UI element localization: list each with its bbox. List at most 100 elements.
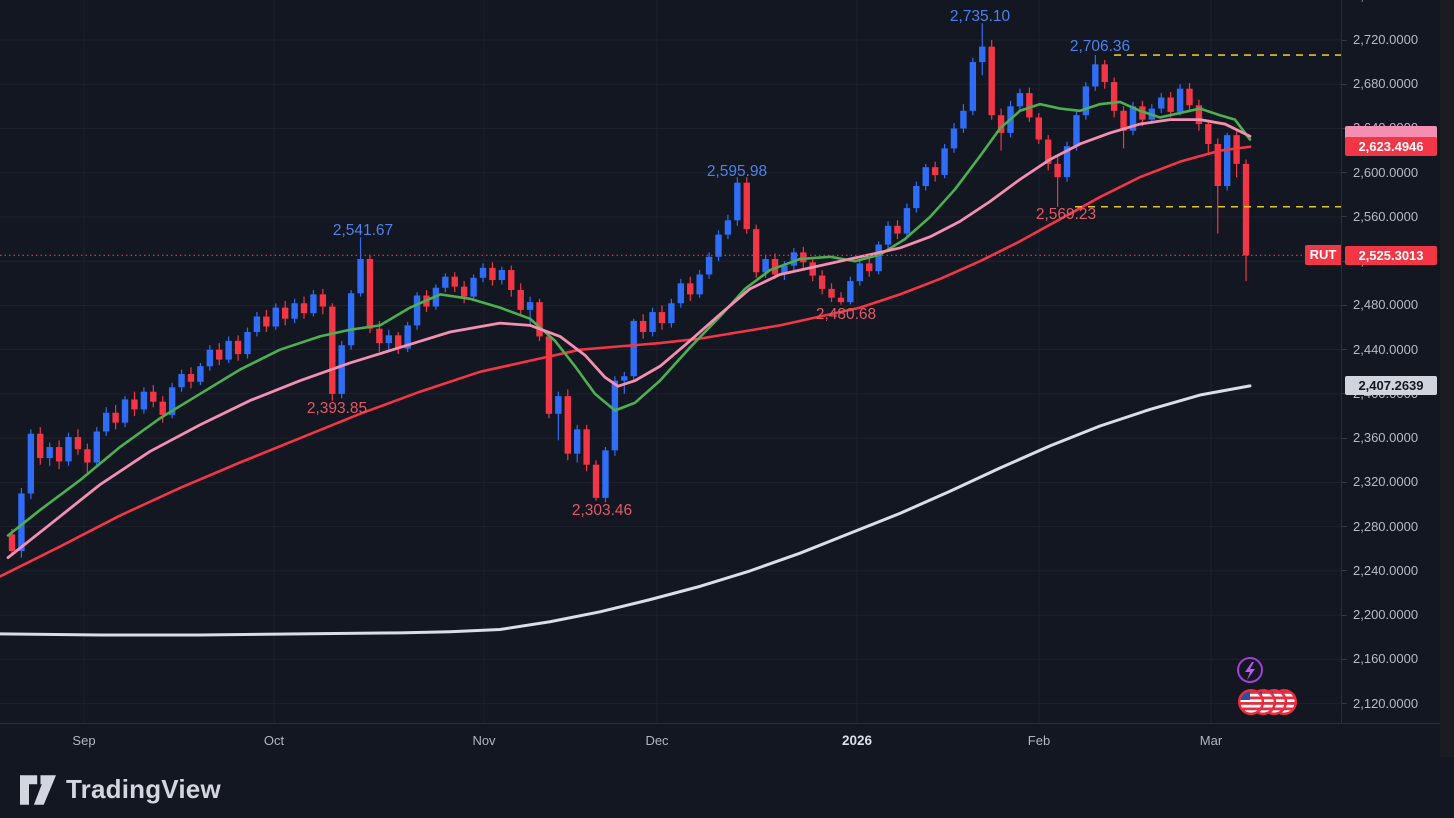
candle-body: [583, 429, 590, 465]
swing-label: 2,595.98: [707, 163, 767, 180]
candle-body: [1195, 105, 1203, 125]
last-price-badge: 2,525.3013: [1345, 245, 1437, 265]
candle-body: [960, 110, 967, 129]
candle-body: [329, 306, 336, 394]
economic-event-icon[interactable]: [1237, 657, 1263, 683]
candle-body: [197, 366, 204, 382]
candle-body: [668, 303, 675, 324]
ma-red: [0, 145, 1252, 578]
candle-body: [508, 270, 515, 290]
price-axis-label: 2,280.0000: [1353, 518, 1419, 534]
candle-body: [818, 275, 826, 289]
price-axis-label: 2,600.0000: [1353, 164, 1419, 180]
candle-body: [376, 328, 383, 344]
candle-body: [979, 46, 986, 63]
time-axis-label-dec: Dec: [645, 733, 669, 748]
candle-body: [178, 374, 185, 388]
candle-body: [771, 258, 779, 275]
candle-body: [941, 148, 948, 175]
time-axis-label-2026: 2026: [841, 733, 873, 748]
candle-body: [112, 412, 119, 423]
candle-body: [65, 437, 72, 462]
price-axis-label: 2,560.0000: [1353, 208, 1419, 224]
price-axis-label: 2,360.0000: [1353, 430, 1419, 446]
candle-body: [630, 320, 637, 377]
candle-body: [479, 267, 487, 278]
candle-body: [489, 267, 496, 281]
candle-body: [743, 182, 750, 230]
candle-body: [1063, 146, 1071, 178]
candle-body: [536, 302, 543, 337]
candle-body: [602, 450, 609, 498]
us-flag-event-icon[interactable]: [1237, 689, 1265, 716]
axis-tick: [1342, 39, 1347, 41]
candle-body: [357, 258, 364, 294]
price-axis-label: 2,440.0000: [1353, 341, 1419, 357]
candle-body: [1120, 110, 1127, 131]
price-chart[interactable]: 2,735.10 2,706.36 2,595.98 2,541.67 2,569.23…: [0, 0, 1341, 723]
candle-body: [545, 336, 553, 414]
price-axis-label: 2,680.0000: [1353, 76, 1419, 92]
lightning-icon: [1245, 662, 1255, 680]
price-axis-label: 2,320.0000: [1353, 474, 1419, 490]
candle-body: [734, 182, 741, 221]
candle-body: [281, 307, 289, 319]
axis-tick: [1342, 260, 1347, 262]
candle-body: [922, 167, 929, 186]
swing-label: 2,480.68: [816, 306, 876, 323]
candle-body: [291, 303, 298, 319]
candle-body: [555, 396, 562, 414]
candle-body: [131, 399, 138, 410]
swing-label: 2,393.85: [307, 400, 367, 417]
ma-pink: [6, 118, 1252, 560]
candle-body: [1139, 106, 1146, 120]
candle-body: [347, 293, 355, 346]
candle-body: [103, 412, 110, 432]
candle-body: [574, 429, 581, 454]
price-axis[interactable]: 2,760.00002,720.00002,680.00002,640.0000…: [1341, 0, 1440, 757]
candle-body: [18, 493, 25, 551]
candle-body: [1223, 135, 1231, 186]
candle-body: [866, 263, 873, 272]
candle-body: [395, 335, 402, 349]
candle-body: [206, 349, 214, 367]
candle-body: [121, 399, 129, 423]
candle-body: [1158, 97, 1165, 109]
candle-body: [781, 265, 788, 275]
candle-body: [1167, 97, 1174, 112]
candle-body: [988, 46, 995, 116]
candle-body: [385, 335, 392, 344]
candle-body: [658, 312, 666, 324]
swing-label: 2,569.23: [1036, 206, 1096, 223]
event-markers[interactable]: [1225, 648, 1345, 728]
candle-body: [498, 270, 506, 281]
axis-tick: [1342, 658, 1347, 660]
axis-tick: [1342, 83, 1347, 85]
candle-body: [244, 331, 251, 355]
candle-body: [903, 208, 911, 234]
candle-body: [1082, 86, 1090, 116]
time-axis-label-sep: Sep: [72, 733, 96, 748]
tradingview-logo-icon: [20, 774, 56, 805]
price-axis-label: 2,200.0000: [1353, 607, 1419, 623]
candle-body: [969, 62, 977, 111]
candle-body: [300, 303, 308, 314]
candle-body: [470, 277, 477, 297]
chart-plot-area[interactable]: 2,735.10 2,706.36 2,595.98 2,541.67 2,569.23…: [0, 0, 1341, 723]
candle-body: [460, 286, 468, 297]
swing-label: 2,735.10: [950, 8, 1011, 25]
candle-body: [319, 294, 327, 307]
candle-body: [1054, 163, 1061, 178]
candle-body: [338, 345, 345, 394]
candle-body: [1129, 106, 1137, 131]
tradingview-logo[interactable]: TradingView: [20, 774, 221, 805]
right-edge-gutter: [1440, 0, 1454, 757]
axis-tick: [1342, 172, 1347, 174]
candle-body: [828, 288, 835, 298]
candle-body: [263, 316, 270, 327]
candle-body: [856, 263, 863, 282]
candle-body: [216, 349, 223, 360]
time-axis[interactable]: Sep Oct Nov Dec 2026 Feb Mar: [0, 723, 1454, 757]
candle-body: [1242, 163, 1250, 256]
